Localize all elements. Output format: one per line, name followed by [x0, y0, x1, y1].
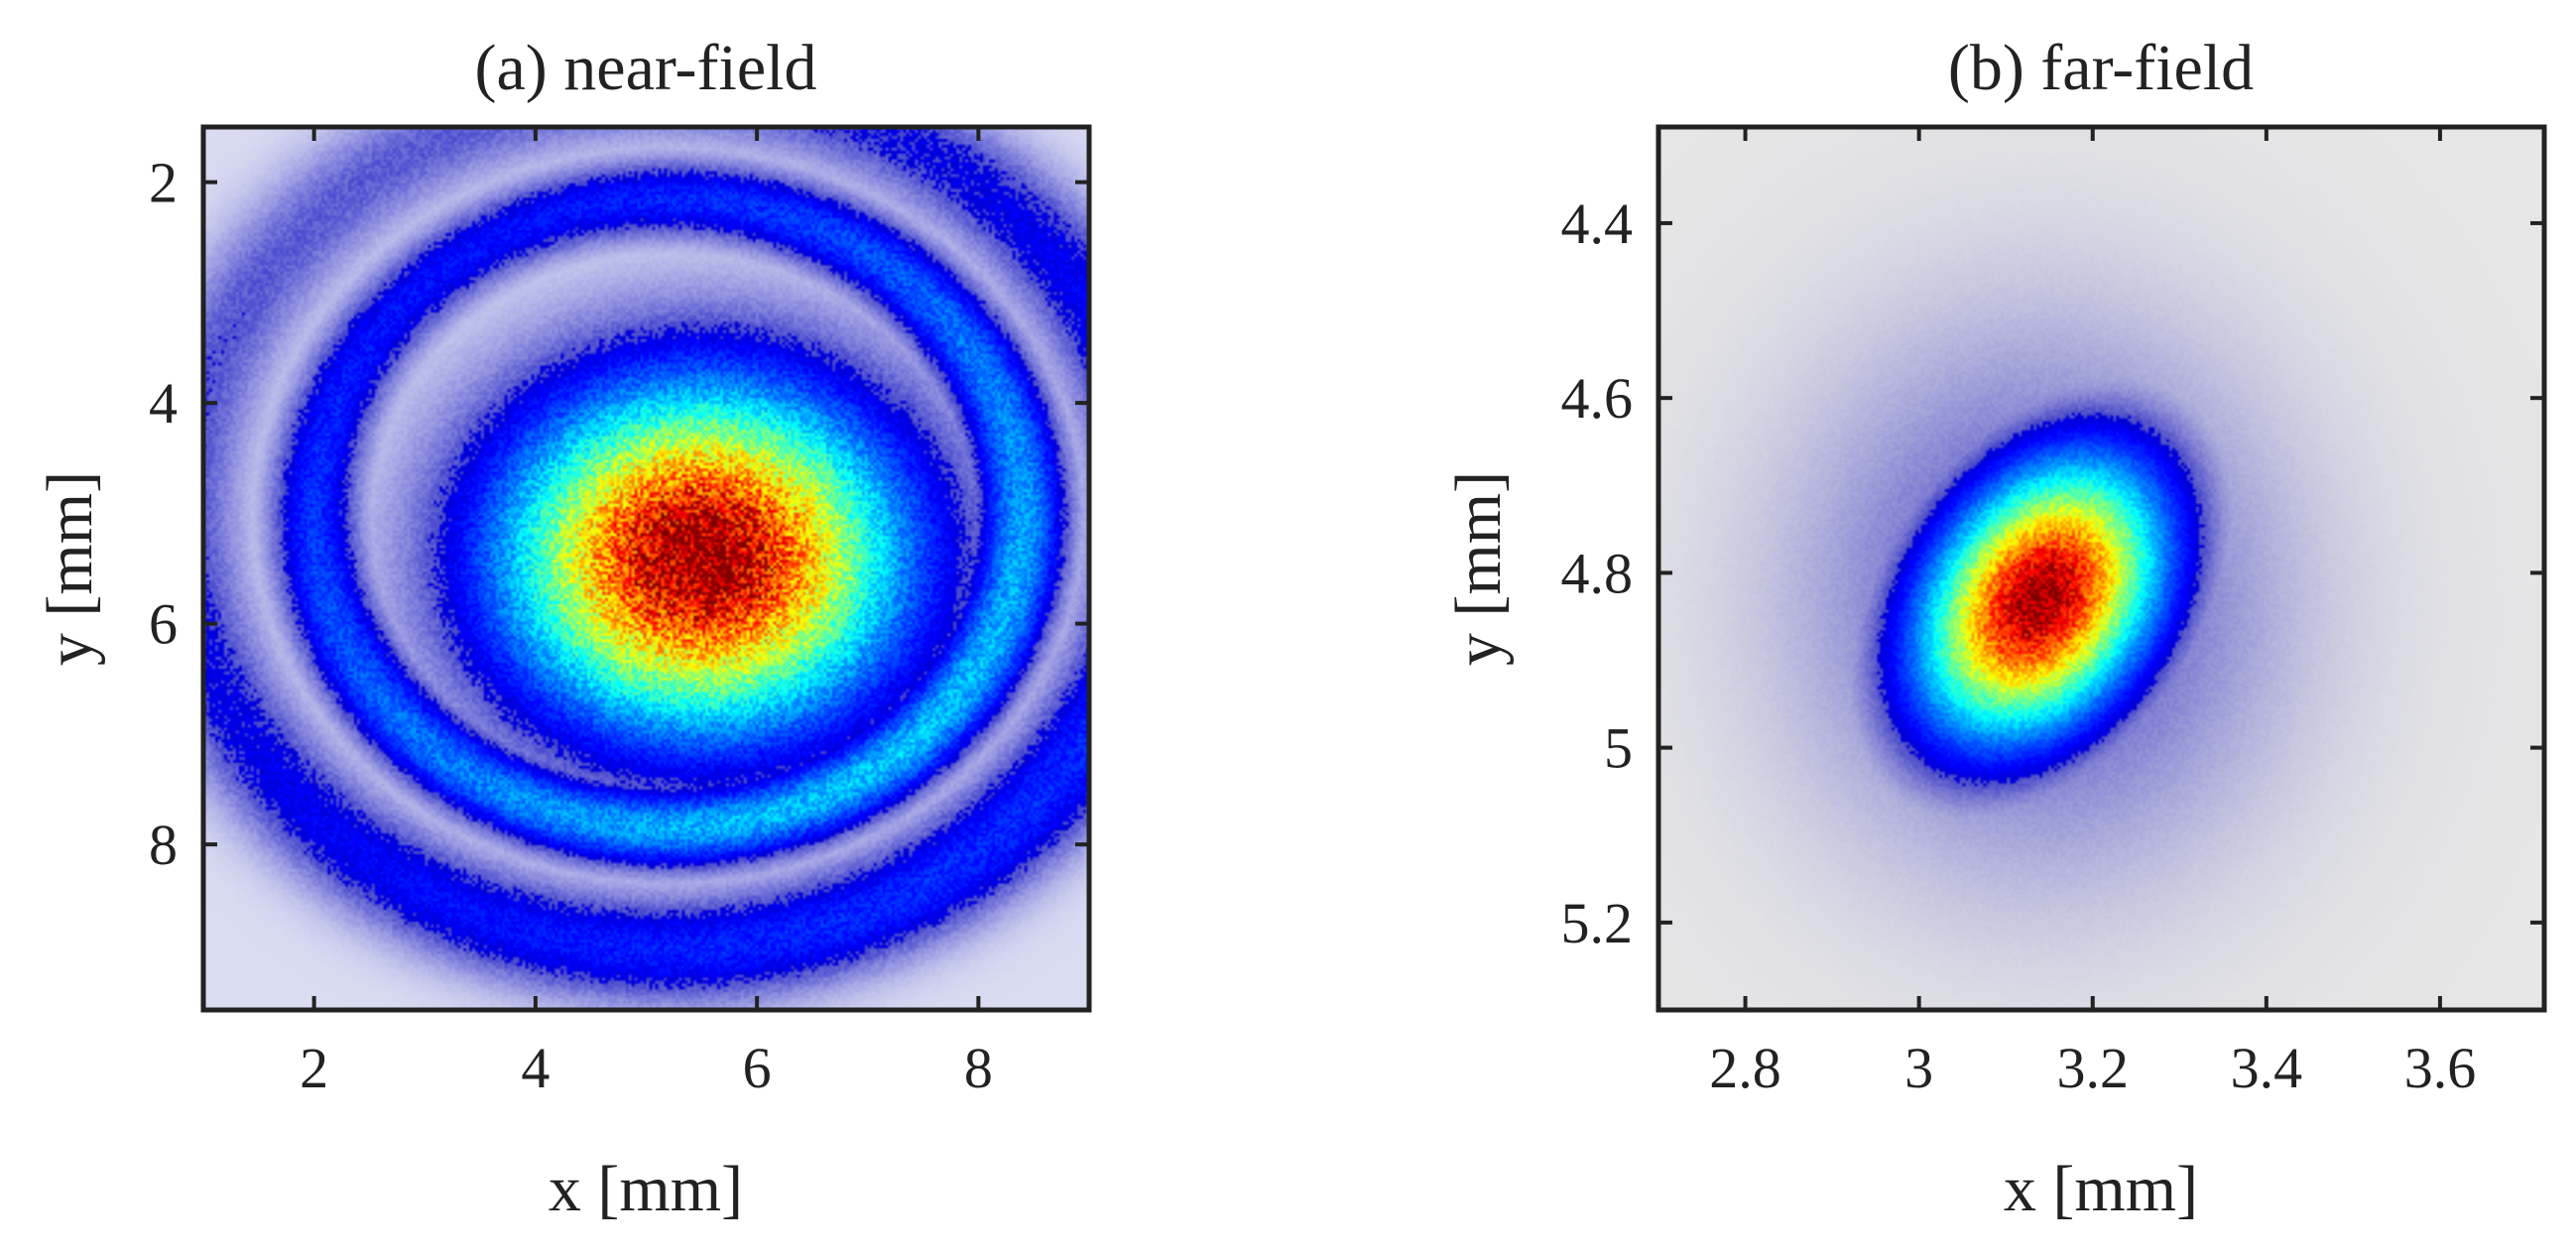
panel-title: (b) far-field: [1948, 32, 2254, 104]
heatmap-grain: [203, 127, 1089, 1010]
x-tick-label: 3.6: [2404, 1036, 2477, 1100]
axes-frame: [200, 124, 1092, 1013]
tick-group: 2 4 6 8 2 4 6 8: [149, 127, 1089, 1100]
x-tick-label: 3: [1904, 1036, 1933, 1100]
y-axis-label: y [mm]: [34, 471, 106, 666]
y-tick-label: 6: [149, 592, 178, 657]
heatmap-image: [1658, 127, 2544, 1010]
x-tick-label: 2: [300, 1036, 328, 1100]
y-tick-label: 8: [149, 813, 178, 877]
y-axis-label: y [mm]: [1442, 471, 1515, 666]
panel-title: (a) near-field: [475, 32, 817, 104]
y-tick-label: 5: [1604, 716, 1633, 781]
x-axis-label: x [mm]: [549, 1153, 743, 1225]
y-tick-label: 4.6: [1561, 366, 1634, 431]
tick-group: 2.8 3 3.2 3.4 3.6 4.4 4.6 4.8 5 5.2: [1561, 127, 2544, 1100]
panel-near-field: (a) near-field 2 4 6 8 2 4 6 8 x [mm] y [mm]: [34, 32, 1092, 1225]
heatmap-image: [203, 127, 1089, 1010]
panel-far-field: (b) far-field 2.8 3 3.2 3.4 3.6 4.4 4.6 4.8 5 5.2…: [1442, 32, 2547, 1225]
x-tick-label: 2.8: [1709, 1036, 1781, 1100]
axes-frame: [1656, 124, 2547, 1013]
x-tick-label: 6: [743, 1036, 772, 1100]
x-tick-label: 8: [964, 1036, 993, 1100]
y-tick-label: 4: [149, 371, 178, 436]
y-tick-label: 4.8: [1561, 541, 1634, 605]
x-tick-label: 4: [521, 1036, 550, 1100]
x-axis-label: x [mm]: [2004, 1153, 2198, 1225]
x-tick-label: 3.2: [2056, 1036, 2129, 1100]
y-tick-label: 5.2: [1561, 891, 1634, 955]
y-tick-label: 2: [149, 151, 178, 215]
y-tick-label: 4.4: [1561, 191, 1634, 256]
x-tick-label: 3.4: [2231, 1036, 2303, 1100]
